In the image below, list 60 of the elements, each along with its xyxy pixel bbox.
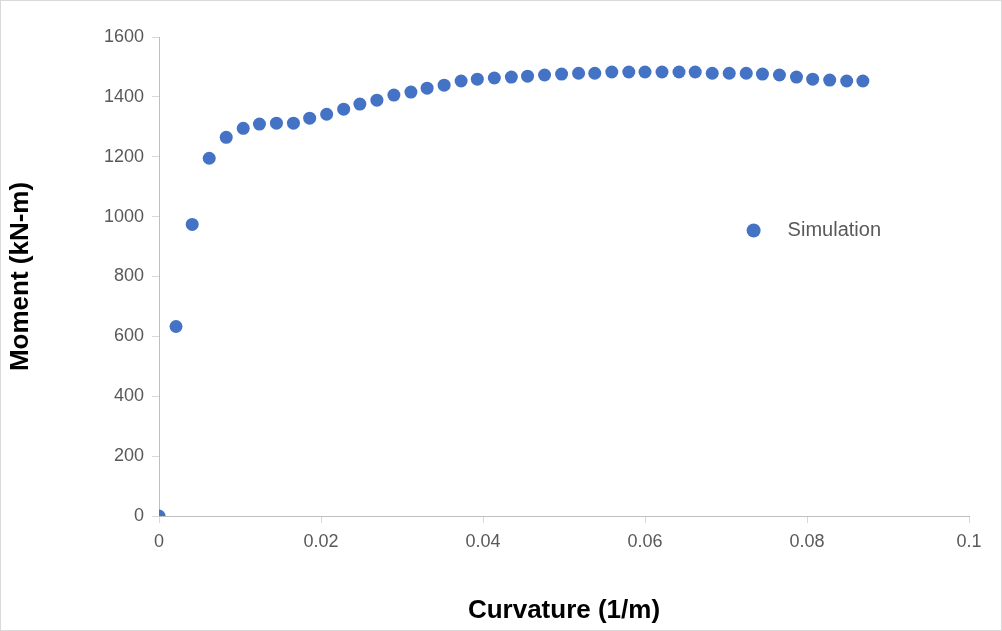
point — [572, 66, 586, 80]
y-tick-label: 1200 — [103, 145, 144, 166]
point — [337, 102, 351, 116]
y-tick-label: 200 — [113, 445, 144, 466]
point — [755, 67, 769, 81]
point — [236, 121, 250, 135]
point — [269, 116, 283, 130]
y-tick-label: 800 — [113, 265, 144, 286]
point — [672, 65, 686, 79]
point — [622, 65, 636, 79]
point — [538, 68, 552, 82]
y-tick-label: 0 — [133, 504, 144, 525]
point — [705, 66, 719, 80]
point — [404, 85, 418, 99]
point — [202, 151, 216, 165]
y-tick-label: 1400 — [103, 85, 144, 106]
y-tick-label: 400 — [113, 385, 144, 406]
x-tick-label: 0.02 — [303, 530, 339, 551]
point — [420, 81, 434, 95]
point — [823, 73, 837, 87]
x-tick-label: 0.04 — [465, 530, 501, 551]
point — [638, 65, 652, 79]
point — [470, 72, 484, 86]
legend-label: Simulation — [787, 218, 882, 241]
point — [588, 66, 602, 80]
point — [739, 66, 753, 80]
point — [454, 74, 468, 88]
point — [303, 111, 317, 125]
point — [840, 74, 854, 88]
point — [722, 66, 736, 80]
point — [387, 88, 401, 102]
point — [370, 93, 384, 107]
point — [789, 70, 803, 84]
x-tick-label: 0.08 — [789, 530, 825, 551]
x-tick-label: 0.06 — [627, 530, 663, 551]
point — [185, 217, 199, 231]
point — [772, 68, 786, 82]
point — [605, 65, 619, 79]
point — [856, 74, 870, 88]
point — [169, 320, 183, 333]
point — [521, 69, 535, 83]
y-tick-label: 1000 — [103, 205, 144, 226]
point — [504, 70, 518, 84]
y-axis-title: Moment (kN-m) — [3, 181, 34, 372]
point — [487, 71, 501, 85]
point — [286, 116, 300, 130]
x-tick-label: 0 — [153, 530, 165, 551]
point — [219, 130, 233, 144]
point — [252, 117, 266, 131]
x-axis-title: Curvature (1/m) — [467, 593, 661, 624]
point — [655, 65, 669, 79]
point — [353, 97, 367, 111]
y-tick-label: 600 — [113, 325, 144, 346]
point — [806, 72, 820, 86]
point — [320, 107, 334, 121]
x-tick-label: 0.1 — [956, 530, 982, 551]
point — [688, 65, 702, 79]
point — [555, 67, 569, 81]
point — [437, 78, 451, 92]
y-tick-label: 1600 — [103, 25, 144, 46]
